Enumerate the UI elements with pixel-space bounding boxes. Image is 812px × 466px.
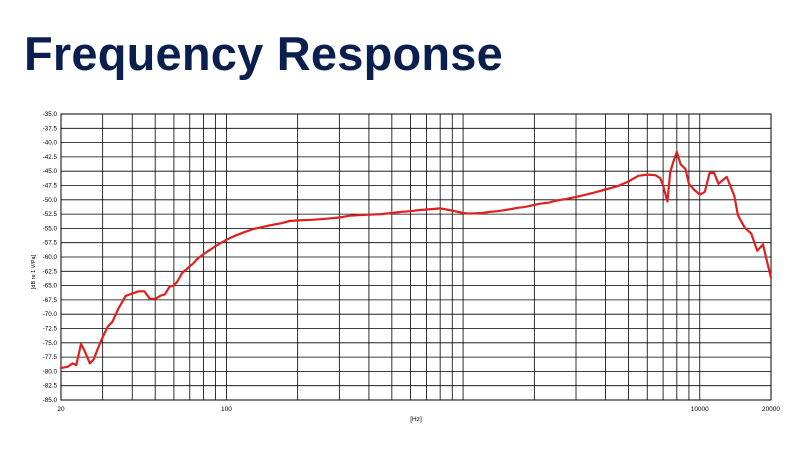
y-tick-label: -75.0 [43,340,58,347]
slide-title: Frequency Response [24,27,503,80]
y-tick-label: -35.0 [43,111,58,118]
y-tick-label: -65.0 [43,283,58,290]
y-tick-label: -52.5 [43,211,58,218]
y-tick-label: -50.0 [43,197,58,204]
y-tick-labels: -35.0 -37.5 -40.0 -42.5 -45.0 -47.5 -50.0 -52.5… [43,111,58,404]
y-tick-label: -85.0 [43,397,58,404]
vertical-gridlines [102,114,701,400]
x-tick-labels: 20 100 10000 20000 [57,406,780,413]
y-tick-label: -57.5 [43,240,58,247]
y-axis-label: [dB re 1 V/Pa] [31,254,37,289]
x-tick-label: 20000 [762,406,780,413]
y-tick-label: -72.5 [43,326,58,333]
y-tick-label: -37.5 [43,125,58,132]
y-tick-label: -60.0 [43,254,58,261]
y-tick-label: -42.5 [43,154,58,161]
y-tick-label: -80.0 [43,368,58,375]
horizontal-gridlines [61,113,771,401]
y-tick-label: -47.5 [43,183,58,190]
y-tick-label: -77.5 [43,354,58,361]
y-tick-label: -67.5 [43,297,58,304]
y-tick-label: -40.0 [43,140,58,147]
x-tick-label: 20 [57,406,65,413]
x-tick-label: 100 [221,406,232,413]
y-tick-label: -55.0 [43,225,58,232]
x-tick-label: 10000 [691,406,709,413]
y-tick-label: -70.0 [43,311,58,318]
y-tick-label: -62.5 [43,268,58,275]
x-axis-label: [Hz] [410,416,422,423]
y-tick-label: -82.5 [43,383,58,390]
response-curve [59,150,773,370]
y-tick-label: -45.0 [43,168,58,175]
